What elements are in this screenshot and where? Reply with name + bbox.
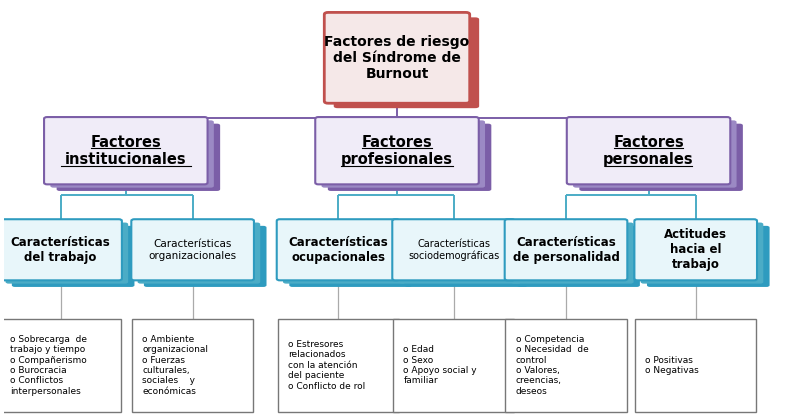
Text: Factores
profesionales: Factores profesionales	[341, 135, 453, 167]
FancyBboxPatch shape	[324, 13, 470, 103]
FancyBboxPatch shape	[322, 121, 485, 188]
FancyBboxPatch shape	[567, 117, 730, 184]
Text: Actitudes
hacia el
trabajo: Actitudes hacia el trabajo	[665, 228, 727, 271]
FancyBboxPatch shape	[6, 223, 128, 284]
FancyBboxPatch shape	[283, 223, 406, 284]
FancyBboxPatch shape	[647, 226, 769, 287]
Text: Características
organizacionales: Características organizacionales	[148, 239, 237, 261]
Text: Factores
personales: Factores personales	[603, 135, 694, 167]
Text: Características
del trabajo: Características del trabajo	[10, 236, 110, 264]
FancyBboxPatch shape	[0, 319, 121, 412]
Text: Factores
institucionales: Factores institucionales	[65, 135, 187, 167]
FancyBboxPatch shape	[44, 117, 207, 184]
FancyBboxPatch shape	[315, 117, 479, 184]
FancyBboxPatch shape	[399, 223, 521, 284]
FancyBboxPatch shape	[137, 223, 260, 284]
Text: o Estresores
relacionados
con la atención
del paciente
o Conflicto de rol: o Estresores relacionados con la atenció…	[287, 340, 365, 391]
FancyBboxPatch shape	[144, 226, 267, 287]
FancyBboxPatch shape	[392, 219, 515, 280]
Text: Factores de riesgo
del Síndrome de
Burnout: Factores de riesgo del Síndrome de Burno…	[325, 35, 469, 81]
FancyBboxPatch shape	[511, 223, 634, 284]
FancyBboxPatch shape	[634, 219, 757, 280]
FancyBboxPatch shape	[393, 319, 515, 412]
FancyBboxPatch shape	[635, 319, 756, 412]
FancyBboxPatch shape	[12, 226, 134, 287]
FancyBboxPatch shape	[0, 219, 122, 280]
Text: o Sobrecarga  de
trabajo y tiempo
o Compañerismo
o Burocracia
o Conflictos
inter: o Sobrecarga de trabajo y tiempo o Compa…	[10, 335, 87, 396]
FancyBboxPatch shape	[505, 219, 627, 280]
FancyBboxPatch shape	[277, 219, 399, 280]
FancyBboxPatch shape	[132, 319, 253, 412]
Text: Características
de personalidad: Características de personalidad	[513, 236, 619, 264]
FancyBboxPatch shape	[573, 121, 737, 188]
FancyBboxPatch shape	[517, 226, 640, 287]
FancyBboxPatch shape	[278, 319, 399, 412]
Text: o Positivas
o Negativas: o Positivas o Negativas	[646, 356, 700, 375]
FancyBboxPatch shape	[405, 226, 527, 287]
Text: Características
ocupacionales: Características ocupacionales	[288, 236, 388, 264]
FancyBboxPatch shape	[289, 226, 412, 287]
FancyBboxPatch shape	[641, 223, 763, 284]
FancyBboxPatch shape	[56, 124, 220, 191]
Text: o Edad
o Sexo
o Apoyo social y
familiar: o Edad o Sexo o Apoyo social y familiar	[403, 345, 477, 385]
FancyBboxPatch shape	[333, 18, 479, 108]
FancyBboxPatch shape	[131, 219, 254, 280]
Text: o Ambiente
organizacional
o Fuerzas
culturales,
sociales    y
económicas: o Ambiente organizacional o Fuerzas cult…	[142, 335, 208, 396]
Text: Características
sociodemográficas: Características sociodemográficas	[408, 239, 499, 261]
FancyBboxPatch shape	[506, 319, 626, 412]
Text: o Competencia
o Necesidad  de
control
o Valores,
creencias,
deseos: o Competencia o Necesidad de control o V…	[515, 335, 588, 396]
FancyBboxPatch shape	[50, 121, 214, 188]
FancyBboxPatch shape	[328, 124, 491, 191]
FancyBboxPatch shape	[580, 124, 743, 191]
